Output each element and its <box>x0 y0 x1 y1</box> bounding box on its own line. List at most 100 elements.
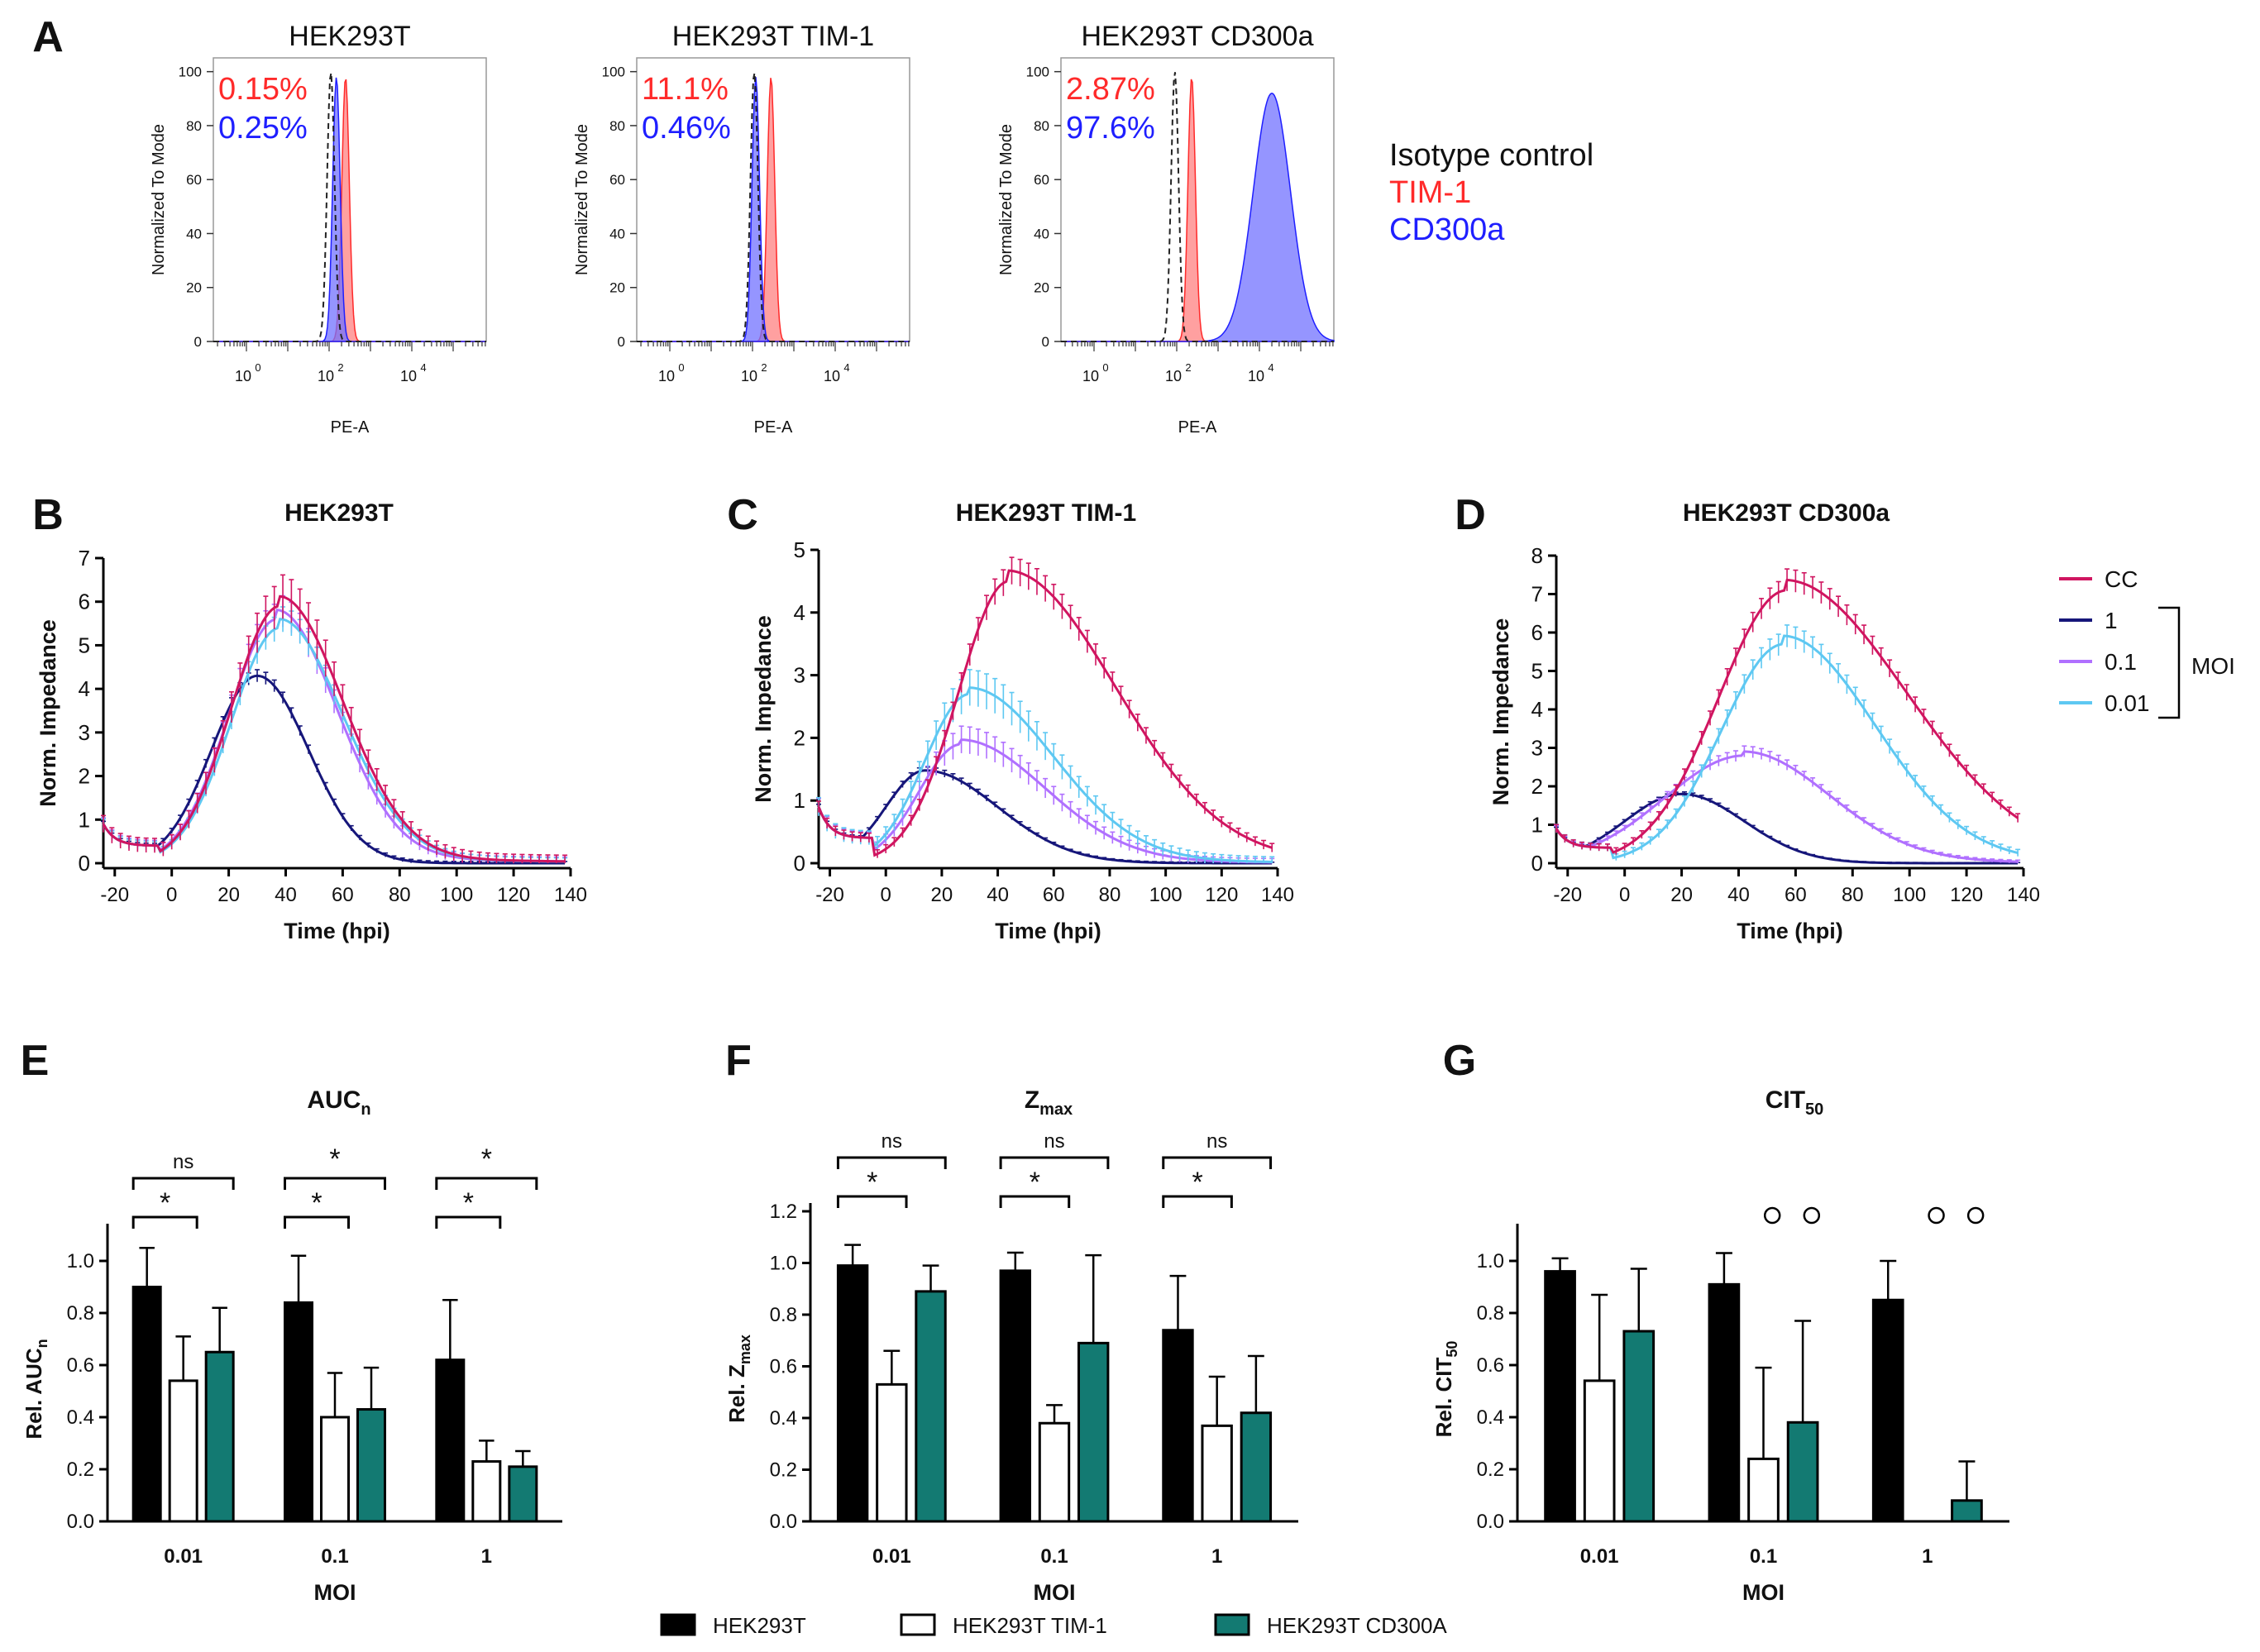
category-label: 1 <box>1922 1545 1933 1568</box>
series-line-m001 <box>102 618 566 863</box>
x-tick-label: 80 <box>389 884 411 906</box>
series-cc <box>816 556 1275 858</box>
series-m001 <box>1554 624 2021 861</box>
significance-bracket-bottom <box>836 1195 908 1208</box>
category-label: 0.01 <box>1580 1545 1619 1568</box>
x-tick-label: 120 <box>1950 884 1983 906</box>
legend-label-m1: 1 <box>2105 608 2118 633</box>
y-axis-label: Normalized To Mode <box>573 124 591 275</box>
x-tick-label: 60 <box>1043 884 1065 906</box>
y-tick-label: 1 <box>794 788 805 813</box>
y-tick-label: 20 <box>609 280 625 296</box>
x-axis-label: MOI <box>314 1580 356 1605</box>
y-tick-label: 0.8 <box>770 1304 797 1326</box>
cd300a-percentage: 0.25% <box>218 111 308 146</box>
chart-title: CIT50 <box>1765 1086 1824 1119</box>
y-tick-label: 60 <box>1034 172 1049 188</box>
x-tick-label: 100 <box>1149 884 1183 906</box>
significance-bracket-bottom <box>284 1215 350 1229</box>
y-tick-label: 0 <box>1531 851 1543 876</box>
chart-title: AUCn <box>307 1086 370 1119</box>
bar-hek293t <box>999 1269 1031 1523</box>
y-tick-label: 1.0 <box>770 1253 797 1275</box>
y-tick-label: 3 <box>1531 736 1543 761</box>
significance-bottom: * <box>463 1187 474 1219</box>
series-line-cc <box>1555 578 2019 854</box>
x-tick-label: 0 <box>881 884 891 906</box>
y-tick-label: 4 <box>794 600 805 625</box>
bar-cd300a <box>1077 1341 1110 1523</box>
legend-label-m01: 0.1 <box>2105 649 2137 675</box>
y-tick-label: 80 <box>186 118 202 134</box>
bar-cd300a <box>1786 1420 1819 1523</box>
panel-letter: C <box>727 491 758 539</box>
x-tick-label: 120 <box>497 884 530 906</box>
y-tick-label: 0.2 <box>770 1459 797 1482</box>
series-cc <box>101 574 568 863</box>
y-axis-label: Rel. AUCn <box>22 1339 50 1439</box>
legend-label-m001: 0.01 <box>2105 690 2150 716</box>
y-tick-label: 3 <box>79 720 90 745</box>
significance-bracket-bottom <box>131 1215 198 1229</box>
y-tick-label: 6 <box>79 590 90 614</box>
bar-cd300a <box>1622 1330 1656 1523</box>
y-tick-label: 1.0 <box>67 1250 94 1272</box>
category-label: 0.1 <box>1040 1545 1068 1568</box>
bar-hek293t <box>435 1358 466 1523</box>
legend-label: HEK293T <box>713 1613 806 1638</box>
x-tick-exponent: 4 <box>1268 361 1273 374</box>
x-tick-label: 100 <box>1893 884 1926 906</box>
y-tick-label: 0 <box>618 334 625 350</box>
y-tick-label: 3 <box>794 663 805 688</box>
x-tick-exponent: 0 <box>255 361 260 374</box>
category-label: 1 <box>481 1545 492 1568</box>
impedance-panel-d: D HEK293T CD300a 0 1 2 3 4 5 6 7 8 -20 0 20 40 60 80 100 1… <box>1455 491 2040 943</box>
tim1-percentage: 0.15% <box>218 72 308 107</box>
y-tick-label: 40 <box>1034 226 1049 241</box>
significance-bracket-top <box>999 1156 1110 1169</box>
legend-label: HEK293T TIM-1 <box>953 1613 1107 1638</box>
x-tick-label: 80 <box>1099 884 1121 906</box>
y-tick-label: 40 <box>609 226 625 241</box>
legend-label: HEK293T CD300A <box>1267 1613 1447 1638</box>
panel-letter: F <box>725 1037 752 1085</box>
bar-hek293t <box>1708 1282 1741 1523</box>
x-tick-label: 10 <box>741 368 757 384</box>
x-tick-exponent: 2 <box>1185 361 1191 374</box>
y-tick-label: 0.2 <box>1477 1459 1504 1481</box>
category-label: 0.01 <box>872 1545 911 1568</box>
x-tick-exponent: 0 <box>1102 361 1108 374</box>
y-tick-label: 0.0 <box>1477 1511 1504 1533</box>
x-tick-label: 10 <box>235 368 251 384</box>
legend-cd300a: CD300a <box>1389 212 1505 247</box>
significance-bottom: * <box>1192 1167 1202 1198</box>
x-axis-label: MOI <box>1034 1580 1076 1605</box>
x-axis-label: Time (hpi) <box>995 919 1101 943</box>
y-tick-label: 0 <box>1042 334 1049 350</box>
x-axis-label: Time (hpi) <box>284 919 390 943</box>
impedance-title: HEK293T <box>284 499 394 527</box>
legend-tim1: TIM-1 <box>1389 175 1471 210</box>
y-tick-label: 0 <box>79 851 90 876</box>
significance-bracket-bottom <box>435 1215 502 1229</box>
y-tick-label: 1.2 <box>770 1201 797 1223</box>
chart-title: Zmax <box>1025 1086 1073 1119</box>
y-axis-label: Norm. Impedance <box>1488 618 1513 806</box>
x-tick-exponent: 2 <box>761 361 767 374</box>
x-axis-label: PE-A <box>1178 418 1217 437</box>
significance-top: * <box>481 1144 492 1175</box>
circle-marker <box>1763 1206 1781 1225</box>
category-label: 1 <box>1211 1545 1222 1568</box>
y-tick-label: 80 <box>609 118 625 134</box>
significance-bracket-top <box>131 1177 235 1190</box>
impedance-title: HEK293T CD300a <box>1683 499 1890 527</box>
y-tick-label: 0.8 <box>67 1302 94 1325</box>
x-tick-exponent: 0 <box>678 361 684 374</box>
legend-isotype: Isotype control <box>1389 138 1593 173</box>
y-tick-label: 5 <box>1531 659 1543 684</box>
y-tick-label: 0.4 <box>67 1406 94 1429</box>
